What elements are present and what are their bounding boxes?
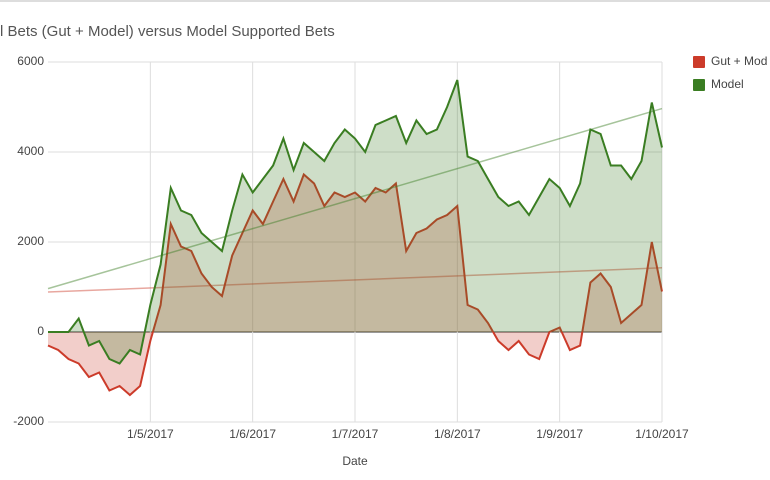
chart-title: l Bets (Gut + Model) versus Model Suppor… bbox=[0, 23, 335, 40]
trendline bbox=[47, 267, 663, 293]
y-tick-label: 2000 bbox=[17, 234, 44, 248]
line bbox=[48, 79, 663, 365]
y-tick-label: 6000 bbox=[17, 54, 44, 68]
y-tick-label: 4000 bbox=[17, 144, 44, 158]
area bbox=[48, 80, 662, 364]
y-tick-label: 0 bbox=[37, 324, 44, 338]
legend-label: Model bbox=[711, 77, 744, 91]
x-tick-label: 1/8/2017 bbox=[434, 427, 481, 441]
x-tick-label: 1/10/2017 bbox=[635, 427, 689, 441]
legend-swatch bbox=[693, 79, 705, 91]
x-tick-label: 1/7/2017 bbox=[332, 427, 379, 441]
line bbox=[47, 172, 663, 397]
legend-label: Gut + Mod bbox=[711, 54, 767, 68]
x-tick-label: 1/5/2017 bbox=[127, 427, 174, 441]
x-tick-label: 1/6/2017 bbox=[229, 427, 276, 441]
area bbox=[48, 174, 662, 395]
y-tick-label: -2000 bbox=[13, 414, 44, 428]
legend-swatch bbox=[693, 56, 705, 68]
x-axis-title: Date bbox=[342, 454, 368, 468]
x-tick-label: 1/9/2017 bbox=[536, 427, 583, 441]
trendline bbox=[47, 107, 663, 290]
